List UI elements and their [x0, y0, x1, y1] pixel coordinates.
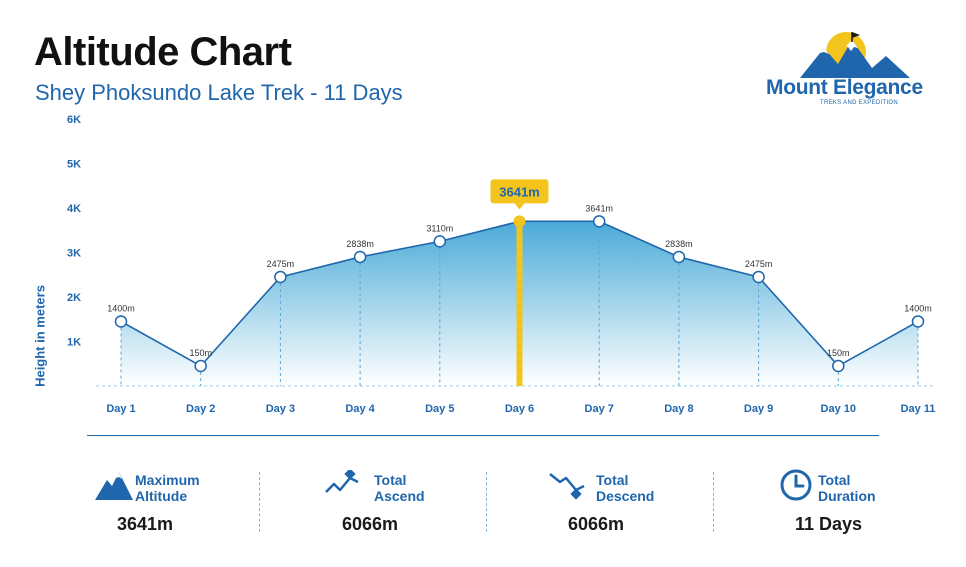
x-tick-label: Day 5	[425, 403, 454, 415]
data-label: 2475m	[745, 259, 773, 269]
page-subtitle: Shey Phoksundo Lake Trek - 11 Days	[35, 80, 403, 105]
data-label: 2475m	[267, 259, 295, 269]
stat-label-line1: Maximum	[135, 472, 200, 488]
x-tick-label: Day 9	[744, 403, 773, 415]
highlight-point	[513, 215, 526, 228]
stat-label-line2: Ascend	[374, 488, 425, 504]
y-tick-label: 1K	[67, 337, 81, 349]
data-label: 3110m	[426, 223, 453, 233]
stat-label-line2: Altitude	[135, 488, 188, 504]
stat-separator	[713, 472, 714, 532]
x-tick-label: Day 7	[585, 403, 614, 415]
stat-value: 6066m	[568, 514, 625, 534]
y-tick-label: 5K	[67, 159, 81, 171]
x-tick-label: Day 10	[821, 403, 856, 415]
stat-label: Total Descend	[596, 472, 654, 504]
highlight-callout-pointer	[514, 203, 525, 210]
data-point	[911, 315, 925, 328]
data-point	[114, 315, 128, 328]
x-tick-label: Day 3	[266, 403, 295, 415]
altitude-chart: 1K 2K 3K 4K 5K 6K 3641m 1400m 150m 2475m 2838m 31…	[67, 114, 936, 415]
logo-tagline: TREKS AND EXPEDITION	[820, 100, 899, 106]
data-point	[752, 270, 765, 284]
data-point	[433, 235, 447, 248]
data-point	[832, 359, 845, 373]
stat-label-line1: Total	[596, 472, 629, 488]
stat-label-line1: Total	[818, 472, 851, 488]
data-point	[274, 270, 287, 284]
data-label: 150m	[189, 348, 212, 358]
mountain-logo-icon	[800, 32, 910, 78]
data-label: 3641m	[585, 203, 613, 213]
y-tick-label: 6K	[67, 114, 81, 126]
data-point	[672, 250, 686, 264]
data-point	[592, 215, 606, 228]
stat-label: Maximum Altitude	[135, 472, 200, 504]
y-tick-label: 3K	[67, 248, 81, 260]
stat-separator	[486, 472, 487, 532]
data-label: 1400m	[904, 303, 932, 313]
stat-value: 6066m	[342, 514, 399, 534]
x-tick-label: Day 8	[664, 403, 693, 415]
y-tick-label: 2K	[67, 292, 81, 304]
data-label: 150m	[827, 348, 850, 358]
x-tick-label: Day 2	[186, 403, 215, 415]
chart-divider	[87, 435, 879, 436]
stat-separator	[259, 472, 260, 532]
stat-label-line1: Total	[374, 472, 407, 488]
data-point	[353, 250, 367, 264]
y-tick-label: 4K	[67, 203, 81, 215]
stat-value: 3641m	[117, 514, 174, 534]
x-tick-label: Day 4	[345, 403, 375, 415]
clock-icon	[780, 469, 812, 501]
stat-label: Total Duration	[818, 472, 876, 504]
logo-name: Mount Elegance	[766, 76, 923, 99]
data-label: 2838m	[346, 239, 374, 249]
mountain-icon	[95, 472, 133, 500]
data-point	[194, 359, 207, 373]
descend-icon	[549, 473, 585, 500]
highlight-callout	[490, 179, 549, 204]
data-label: 1400m	[107, 303, 135, 313]
highlight-label: 3641m	[499, 184, 539, 199]
x-tick-label: Day 11	[901, 403, 936, 415]
x-tick-label: Day 6	[505, 403, 534, 415]
highlight-bar	[516, 221, 523, 386]
stat-value: 11 Days	[795, 514, 863, 534]
stat-label: Total Ascend	[374, 472, 425, 504]
x-tick-label: Day 1	[106, 403, 135, 415]
stat-label-line2: Descend	[596, 488, 655, 504]
logo: Mount Elegance TREKS AND EXPEDITION	[760, 30, 940, 122]
stat-label-line2: Duration	[818, 488, 876, 504]
ascend-icon	[325, 470, 359, 493]
page-title: Altitude Chart	[34, 30, 292, 74]
data-label: 2838m	[665, 239, 693, 249]
